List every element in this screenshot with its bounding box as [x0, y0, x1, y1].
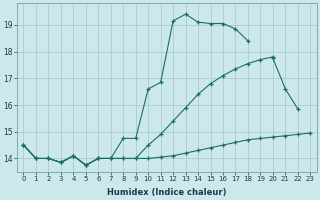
X-axis label: Humidex (Indice chaleur): Humidex (Indice chaleur) [107, 188, 227, 197]
